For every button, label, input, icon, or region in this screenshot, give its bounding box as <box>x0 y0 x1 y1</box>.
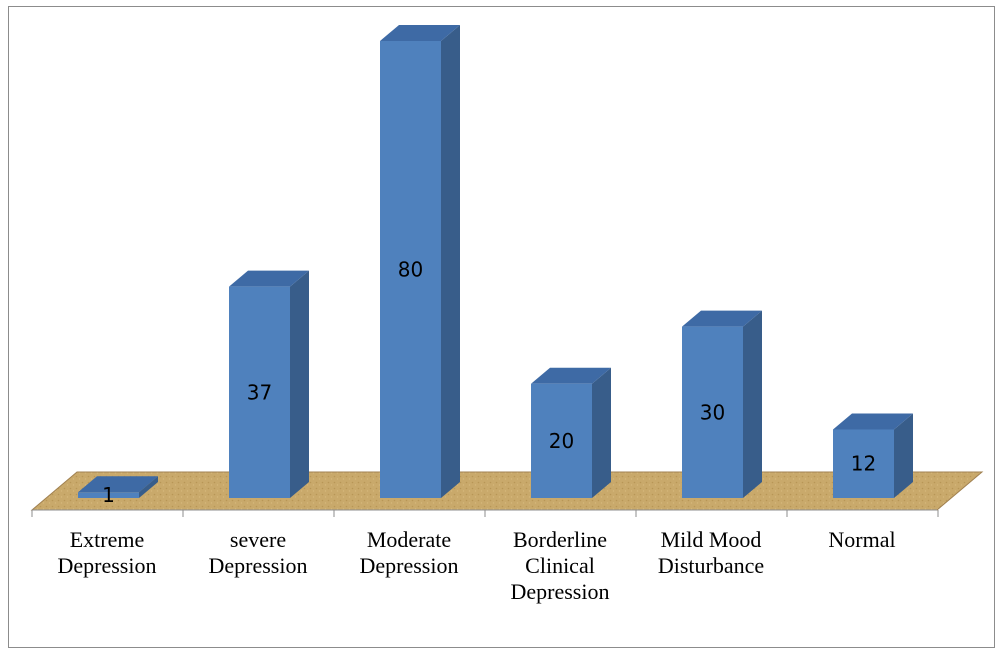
bar-side <box>441 25 460 498</box>
bar-top <box>531 367 611 384</box>
data-label: 37 <box>247 380 272 404</box>
x-tick-label: Normal <box>787 527 937 553</box>
bar-front <box>380 41 441 498</box>
x-tick-label-line: Depression <box>208 553 308 578</box>
chart-area: 1 37 80 20 30 12 Extreme Depression severe Depre… <box>8 6 995 648</box>
x-tick-label-line: Depression <box>510 579 610 604</box>
bar-front <box>833 429 894 498</box>
bar-front <box>78 492 139 498</box>
x-tick-label-line: severe <box>229 527 287 552</box>
bar-chart: 1 37 80 20 30 12 <box>30 25 984 517</box>
x-tick-label-line: Clinical <box>525 553 595 578</box>
bar: 12 <box>833 413 913 498</box>
x-tick-label-line: Depression <box>359 553 459 578</box>
bar: 20 <box>531 367 611 498</box>
x-tick-label: severe Depression <box>183 527 333 579</box>
x-tick-label-line: Normal <box>828 527 896 552</box>
x-tick-label: Moderate Depression <box>334 527 484 579</box>
bar: 80 <box>380 25 460 498</box>
bar-side <box>139 476 158 498</box>
x-tick-label: Borderline Clinical Depression <box>485 527 635 605</box>
bar: 30 <box>682 310 762 498</box>
bar: 1 <box>78 476 158 507</box>
x-tick-label: Extreme Depression <box>32 527 182 579</box>
data-label: 1 <box>102 483 115 507</box>
bar-top <box>380 25 460 41</box>
bar-top <box>833 413 913 430</box>
x-tick-label-line: Extreme <box>69 527 145 552</box>
data-label: 20 <box>549 429 574 453</box>
bar-front <box>531 383 592 498</box>
bar-side <box>290 270 309 498</box>
bar-front <box>229 286 290 498</box>
bar-side <box>894 413 913 498</box>
bar-top <box>229 270 309 287</box>
bar-front <box>682 326 743 498</box>
data-label: 80 <box>398 258 423 282</box>
x-tick-label-line: Depression <box>57 553 157 578</box>
data-label: 12 <box>851 452 876 476</box>
bar-top <box>682 310 762 327</box>
data-label: 30 <box>700 400 725 424</box>
bar: 37 <box>229 270 309 498</box>
bar-top <box>78 476 158 493</box>
bar-side <box>592 367 611 498</box>
x-tick-label: Mild Mood Disturbance <box>636 527 786 579</box>
x-tick-label-line: Disturbance <box>657 553 765 578</box>
x-tick-label-line: Mild Mood <box>660 527 762 552</box>
x-tick-label-line: Moderate <box>366 527 452 552</box>
x-tick-label-line: Borderline <box>512 527 608 552</box>
bar-side <box>743 310 762 498</box>
